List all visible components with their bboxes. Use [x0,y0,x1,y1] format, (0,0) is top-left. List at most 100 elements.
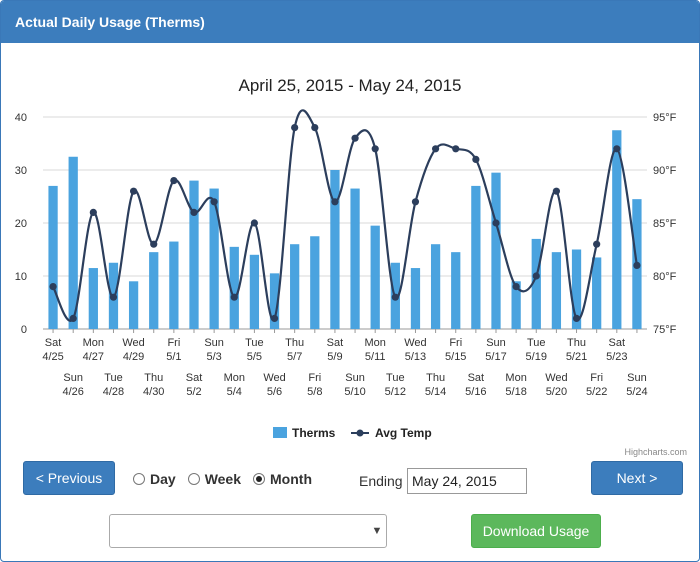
legend-temp-label: Avg Temp [375,426,432,440]
x-tick-label-day: Wed [122,337,144,349]
x-tick-label-date: 5/20 [546,386,567,398]
x-tick-label-date: 4/29 [123,351,144,363]
download-usage-button[interactable]: Download Usage [471,514,601,548]
avg-temp-point [512,283,520,291]
y-right-tick-label: 80°F [653,271,677,283]
avg-temp-point [270,314,279,322]
x-tick-label-date: 4/28 [103,386,124,398]
radio-day[interactable]: Day [133,471,176,487]
avg-temp-line [52,109,639,322]
therms-bar [511,281,521,329]
x-tick-label-day: Fri [167,337,180,349]
x-tick-label-day: Mon [505,372,526,384]
x-tick-label-day: Mon [83,337,104,349]
x-tick-label-date: 5/10 [344,386,365,398]
avg-temp-point [109,293,118,301]
legend-therms-swatch [273,427,287,438]
avg-temp-point [633,261,641,269]
therms-bar [430,244,441,329]
y-right-tick-label: 90°F [653,165,677,177]
x-tick-label-day: Mon [364,337,385,349]
x-tick-label-day: Mon [224,372,245,384]
x-tick-label-date: 4/27 [83,351,104,363]
x-tick-label-day: Sun [486,337,506,349]
radio-week-circle[interactable] [187,473,200,485]
period-radio-group: Day Week Month [133,471,312,487]
avg-temp-point [432,145,440,153]
y-left-tick-label: 20 [15,218,27,230]
avg-temp-point [532,272,540,280]
x-tick-label-day: Wed [404,337,426,349]
x-tick-label-date: 5/2 [186,386,201,398]
radio-month-label: Month [270,471,312,487]
radio-month-circle[interactable] [253,473,266,485]
therms-bar [370,225,380,329]
x-tick-label-day: Fri [308,372,321,384]
therms-bar [229,246,239,329]
x-tick-label-date: 5/23 [606,351,627,363]
y-left-tick-label: 30 [15,165,27,177]
y-left-tick-label: 10 [15,271,27,283]
avg-temp-point [230,293,238,301]
therms-bar [451,252,461,329]
x-tick-label-date: 5/13 [405,351,426,363]
radio-week[interactable]: Week [187,471,241,487]
x-tick-label-date: 5/6 [267,386,282,398]
avg-temp-point [150,240,158,248]
avg-temp-point [492,219,500,227]
therms-bar [551,252,562,329]
x-tick-label-date: 4/26 [62,386,83,398]
avg-temp-point [472,155,480,163]
chevron-down-icon[interactable]: ▼ [371,525,383,537]
x-tick-label-day: Thu [285,337,304,349]
avg-temp-point [371,145,379,153]
x-tick-label-day: Sun [345,372,365,384]
legend-temp-marker [356,429,364,437]
x-tick-label-day: Wed [263,372,285,384]
account-select[interactable]: ▼ [109,514,387,548]
avg-temp-point [572,314,581,322]
x-tick-label-date: 5/18 [505,386,526,398]
x-tick-label-day: Fri [449,337,462,349]
avg-temp-point [291,124,299,132]
previous-button[interactable]: < Previous [23,461,115,495]
panel-header: Actual Daily Usage (Therms) [1,1,699,43]
radio-month[interactable]: Month [253,471,312,487]
avg-temp-point [552,187,561,195]
avg-temp-point [411,198,420,206]
avg-temp-point [69,314,77,322]
therms-bar [209,188,219,329]
avg-temp-point [452,145,460,153]
avg-temp-point [593,240,601,248]
therms-bar [410,268,421,329]
therms-bar [189,180,199,329]
x-tick-label-date: 5/8 [307,386,322,398]
x-tick-label-day: Thu [567,337,586,349]
x-tick-label-date: 5/11 [365,351,386,363]
x-tick-label-date: 5/9 [327,351,342,363]
therms-bar [68,156,78,329]
ending-date-input[interactable] [407,468,527,494]
x-tick-label-date: 5/5 [247,351,262,363]
x-tick-label-day: Thu [426,372,445,384]
x-tick-label-day: Tue [386,372,405,384]
therms-bar [471,185,481,329]
therms-bar [612,130,622,329]
therms-bar [269,273,280,329]
next-button[interactable]: Next > [591,461,683,495]
x-tick-label-date: 5/19 [526,351,547,363]
x-tick-label-date: 4/25 [42,351,63,363]
therms-bar [128,281,139,329]
avg-temp-point [130,187,138,195]
avg-temp-point [89,208,97,216]
x-tick-label-day: Tue [245,337,264,349]
x-tick-label-date: 5/21 [566,351,587,363]
avg-temp-point [311,124,319,132]
avg-temp-point [250,219,258,227]
x-tick-label-day: Fri [590,372,603,384]
therms-bar [290,244,300,329]
x-tick-label-date: 5/3 [206,351,221,363]
radio-day-circle[interactable] [133,473,145,485]
highcharts-credits: Highcharts.com [624,447,687,457]
